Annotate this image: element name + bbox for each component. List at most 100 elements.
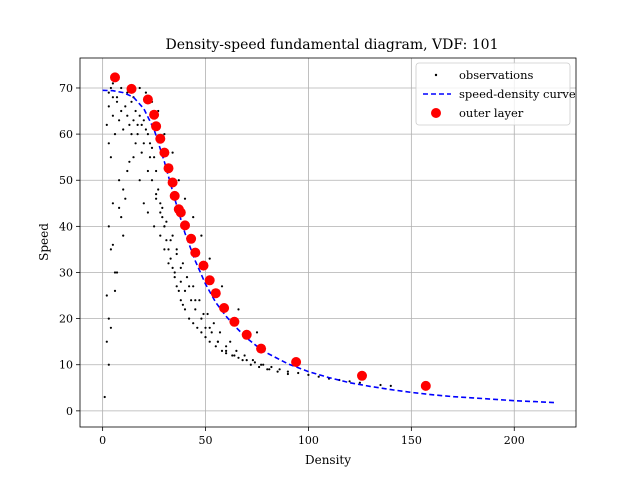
observation-point: [231, 354, 234, 357]
observation-point: [107, 105, 110, 108]
outer-layer-point: [167, 177, 178, 188]
observation-point: [142, 202, 145, 205]
observation-point: [270, 365, 273, 369]
observation-point: [192, 216, 195, 219]
observation-point: [185, 276, 189, 279]
observation-point: [157, 188, 160, 191]
observation-point: [202, 312, 205, 316]
outer-layer-point: [175, 207, 186, 218]
observation-point: [169, 257, 172, 260]
observation-point: [260, 363, 263, 366]
observation-point: [167, 248, 170, 251]
outer-layer-point: [420, 380, 431, 391]
observation-point: [142, 142, 145, 145]
observation-point: [109, 248, 112, 251]
observation-point: [358, 381, 361, 384]
observation-point: [208, 257, 211, 260]
observation-point: [307, 373, 310, 376]
observation-point: [255, 331, 259, 334]
observation-point: [130, 133, 133, 136]
observation-point: [155, 169, 158, 173]
observation-point: [200, 331, 203, 334]
observation-point: [148, 142, 152, 145]
observation-point: [120, 216, 123, 219]
legend-outer-layer-label: outer layer: [459, 106, 524, 120]
observation-point: [126, 114, 129, 117]
observation-point: [111, 96, 114, 99]
outer-layer-point: [219, 303, 230, 313]
observation-point: [142, 119, 145, 122]
observation-point: [268, 368, 271, 371]
observation-point: [177, 289, 180, 292]
observation-point: [132, 156, 135, 159]
observation-point: [243, 354, 246, 357]
observation-point: [286, 372, 289, 376]
x-tick-label: 200: [504, 434, 525, 447]
observation-point: [171, 266, 174, 269]
observation-point: [235, 349, 238, 352]
observation-point: [237, 356, 240, 359]
observation-point: [348, 380, 351, 383]
observation-point: [208, 340, 211, 343]
observation-point: [153, 156, 156, 159]
observation-point: [155, 197, 158, 200]
observation-point: [126, 169, 129, 173]
observation-point: [190, 299, 193, 302]
observation-point: [146, 133, 149, 136]
outer-layer-point: [210, 288, 221, 299]
observation-point: [136, 123, 139, 126]
observations-layer: [103, 82, 392, 399]
observation-point: [144, 91, 147, 94]
observation-point: [140, 151, 143, 154]
observation-point: [181, 303, 184, 306]
observation-point: [225, 345, 228, 348]
observation-point: [122, 188, 125, 191]
y-tick-label: 50: [59, 174, 73, 187]
observation-point: [118, 206, 121, 209]
observation-point: [128, 160, 131, 163]
observation-point: [111, 243, 114, 246]
observation-point: [113, 133, 117, 136]
outer-layer-point: [159, 147, 170, 158]
outer-layer-point: [186, 233, 197, 244]
observation-point: [134, 142, 137, 145]
observation-point: [144, 128, 147, 131]
observation-point: [150, 146, 154, 149]
observation-point: [317, 375, 320, 378]
observation-point: [140, 123, 143, 126]
observation-point: [163, 248, 166, 251]
observation-point: [171, 234, 174, 237]
observation-point: [177, 179, 180, 182]
observation-point: [103, 395, 106, 399]
observation-point: [196, 326, 199, 329]
legend-outer-layer-marker: [431, 108, 441, 118]
observation-point: [113, 271, 117, 274]
y-axis-label: Speed: [37, 223, 51, 261]
outer-layer-point: [357, 370, 367, 381]
observation-point: [188, 317, 191, 320]
observation-point: [159, 234, 162, 237]
observation-point: [204, 336, 207, 339]
outer-layer-point: [163, 163, 174, 174]
observation-point: [132, 119, 135, 122]
observation-point: [278, 368, 281, 371]
observation-point: [210, 331, 213, 334]
observation-point: [128, 123, 131, 126]
outer-layer-point: [149, 109, 160, 120]
observation-point: [225, 352, 228, 355]
observation-point: [134, 109, 137, 113]
observation-point: [220, 285, 224, 288]
outer-layer-point: [190, 247, 201, 258]
observation-point: [111, 114, 114, 117]
observation-point: [258, 365, 261, 369]
observation-point: [150, 179, 154, 182]
observation-point: [146, 169, 149, 173]
observation-point: [115, 96, 119, 99]
observation-point: [204, 326, 207, 329]
observation-point: [194, 299, 197, 302]
x-tick-label: 150: [401, 434, 422, 447]
observation-point: [194, 308, 197, 311]
observation-point: [111, 202, 114, 205]
observation-point: [165, 239, 168, 242]
legend-observations-label: observations: [459, 68, 533, 82]
